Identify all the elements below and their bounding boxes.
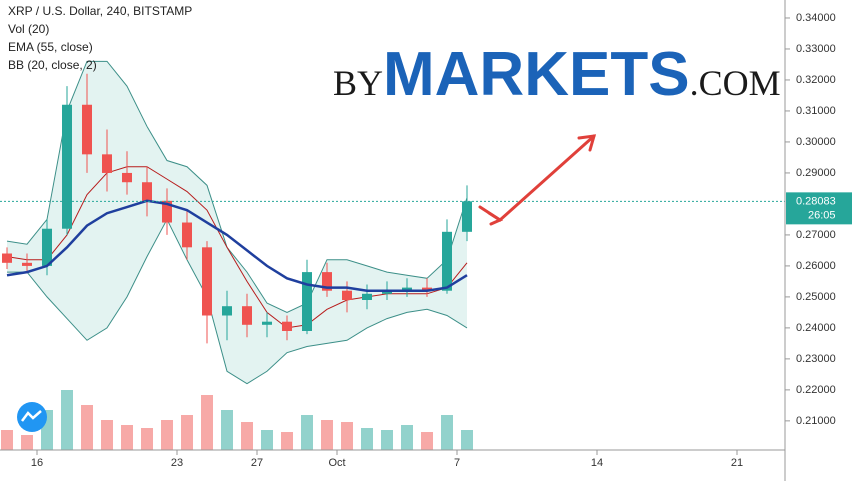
volume-bar	[241, 422, 253, 450]
volume-bar	[21, 435, 33, 450]
volume-bar	[261, 430, 273, 450]
ema-line	[6, 199, 468, 292]
candle-body	[102, 154, 112, 173]
volume-bar	[121, 425, 133, 450]
candle-body	[242, 306, 252, 325]
watermark-prefix: BY	[333, 63, 383, 103]
volume-bar	[401, 425, 413, 450]
candle-body	[402, 287, 412, 291]
candle-body	[322, 272, 332, 291]
volume-bar	[81, 405, 93, 450]
volume-bar	[301, 415, 313, 450]
legend-indicator: Vol (20)	[8, 22, 49, 36]
arrow	[478, 134, 597, 226]
y-tick-label: 0.34000	[796, 12, 836, 24]
y-tick-label: 0.32000	[796, 74, 836, 86]
candle-body	[202, 247, 212, 316]
candle-body	[42, 228, 52, 266]
candle-body	[382, 290, 392, 294]
candle-body	[82, 104, 92, 155]
volume-bar	[181, 415, 193, 450]
candle-body	[1, 253, 12, 263]
y-tick-label: 0.22000	[796, 384, 836, 396]
y-tick-label: 0.30000	[796, 136, 836, 148]
x-tick-label: 7	[454, 457, 460, 469]
y-tick-label: 0.25000	[796, 291, 836, 303]
volume-bar	[321, 420, 333, 450]
volume-bar	[381, 430, 393, 450]
bb-fill	[7, 61, 467, 384]
candle-body	[122, 172, 132, 183]
volume-bar	[461, 430, 473, 450]
legend-title: XRP / U.S. Dollar, 240, BITSTAMP	[8, 4, 192, 18]
x-tick-label: Oct	[328, 457, 345, 469]
volume-bar	[221, 410, 233, 450]
candle-body	[62, 104, 72, 229]
bb-lower	[7, 218, 468, 385]
volume-bar	[141, 428, 153, 450]
y-tick-label: 0.26000	[796, 260, 836, 272]
volume-bar	[341, 422, 353, 450]
volume-bar	[161, 420, 173, 450]
logo-mark	[21, 410, 42, 422]
y-tick-label: 0.24000	[796, 322, 836, 334]
logo	[17, 402, 47, 432]
volume-bar	[281, 432, 293, 450]
y-tick-label: 0.21000	[796, 415, 836, 427]
last-price-box	[786, 192, 852, 225]
volume-bar	[201, 395, 213, 450]
bb-upper	[6, 60, 468, 313]
candle-body	[462, 201, 472, 232]
candle-body	[142, 182, 152, 201]
y-tick-label: 0.33000	[796, 43, 836, 55]
candle-body	[362, 293, 372, 300]
y-tick-label: 0.29000	[796, 167, 836, 179]
x-tick-label: 27	[251, 457, 263, 469]
bb-basis	[6, 166, 468, 329]
volume-bar	[101, 420, 113, 450]
volume-bar	[61, 390, 73, 450]
x-tick-label: 16	[31, 457, 43, 469]
x-tick-label: 14	[591, 457, 603, 469]
legend-indicator: BB (20, close, 2)	[8, 58, 97, 72]
watermark-main: MARKETS	[383, 40, 690, 109]
plot-area	[0, 60, 785, 450]
candle-body	[282, 321, 292, 331]
x-tick-label: 21	[731, 457, 743, 469]
candle-body	[442, 231, 452, 291]
watermark: BYMARKETS.COM	[333, 40, 781, 109]
watermark-suffix: .COM	[690, 63, 781, 103]
candle-body	[162, 200, 172, 223]
candle-body	[302, 272, 312, 331]
candle-body	[222, 306, 232, 316]
y-tick-label: 0.31000	[796, 105, 836, 117]
volume-bar	[361, 428, 373, 450]
volume-bar	[441, 415, 453, 450]
y-tick-label: 0.27000	[796, 229, 836, 241]
candle-body	[262, 321, 272, 325]
arrow-head	[487, 211, 504, 226]
candle-body	[182, 222, 192, 248]
volume-bar	[0, 430, 13, 450]
volume-bar	[421, 432, 433, 450]
countdown: 26:05	[808, 209, 836, 221]
candle-body	[342, 290, 352, 300]
y-tick-label: 0.23000	[796, 353, 836, 365]
candle-body	[422, 287, 432, 291]
last-price-label: 0.28083	[796, 195, 836, 207]
x-tick-label: 23	[171, 457, 183, 469]
legend-indicator: EMA (55, close)	[8, 40, 93, 54]
arrow-head	[577, 134, 597, 152]
candle-body	[22, 262, 32, 266]
